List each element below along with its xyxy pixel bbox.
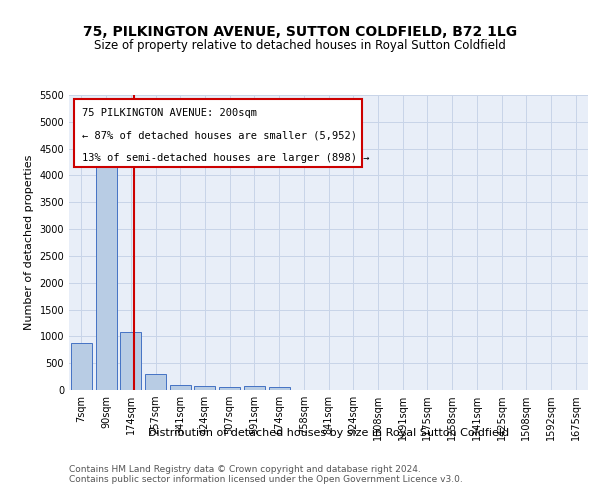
Text: Distribution of detached houses by size in Royal Sutton Coldfield: Distribution of detached houses by size … <box>148 428 509 438</box>
Text: ← 87% of detached houses are smaller (5,952): ← 87% of detached houses are smaller (5,… <box>82 130 357 140</box>
Text: 75, PILKINGTON AVENUE, SUTTON COLDFIELD, B72 1LG: 75, PILKINGTON AVENUE, SUTTON COLDFIELD,… <box>83 26 517 40</box>
Bar <box>244 386 265 390</box>
Bar <box>170 384 191 390</box>
Text: 75 PILKINGTON AVENUE: 200sqm: 75 PILKINGTON AVENUE: 200sqm <box>82 108 257 118</box>
FancyBboxPatch shape <box>74 100 362 168</box>
Text: Size of property relative to detached houses in Royal Sutton Coldfield: Size of property relative to detached ho… <box>94 38 506 52</box>
Bar <box>194 386 215 390</box>
Bar <box>145 374 166 390</box>
Bar <box>269 387 290 390</box>
Text: Contains public sector information licensed under the Open Government Licence v3: Contains public sector information licen… <box>69 476 463 484</box>
Text: Contains HM Land Registry data © Crown copyright and database right 2024.: Contains HM Land Registry data © Crown c… <box>69 464 421 473</box>
Bar <box>95 146 116 390</box>
Bar <box>219 387 240 390</box>
Text: 13% of semi-detached houses are larger (898) →: 13% of semi-detached houses are larger (… <box>82 152 370 162</box>
Bar <box>120 332 141 390</box>
Y-axis label: Number of detached properties: Number of detached properties <box>24 155 34 330</box>
Bar <box>71 343 92 390</box>
